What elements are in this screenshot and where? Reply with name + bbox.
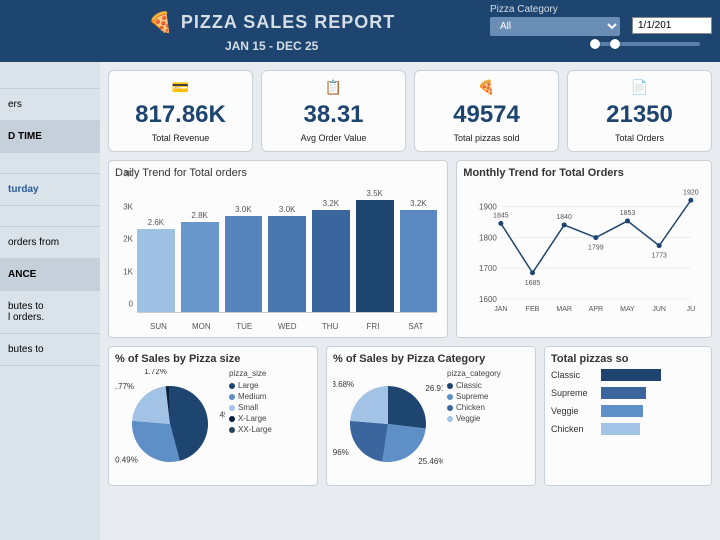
svg-text:26.91%: 26.91% — [425, 384, 443, 393]
kpi-row: 💳 817.86K Total Revenue📋 38.31 Avg Order… — [108, 70, 712, 152]
pie-size-chart: % of Sales by Pizza size 45.89% 30.49% 21.… — [108, 346, 318, 486]
chart-title: Daily Trend for Total orders — [115, 167, 441, 179]
svg-text:1900: 1900 — [479, 202, 497, 211]
kpi-label: Total pizzas sold — [453, 133, 519, 143]
kpi-card: 📄 21350 Total Orders — [567, 70, 712, 152]
svg-text:MAR: MAR — [557, 306, 573, 313]
svg-text:1800: 1800 — [479, 233, 497, 242]
kpi-value: 38.31 — [303, 101, 363, 129]
kpi-value: 817.86K — [135, 101, 226, 129]
sidebar-item[interactable]: D TIME — [0, 121, 100, 153]
svg-text:1700: 1700 — [479, 264, 497, 273]
sidebar-item[interactable]: turday — [0, 174, 100, 206]
svg-text:45.89%: 45.89% — [220, 411, 225, 420]
kpi-card: 📋 38.31 Avg Order Value — [261, 70, 406, 152]
chart-title: % of Sales by Pizza Category — [333, 353, 529, 365]
date-filter-label — [632, 4, 712, 15]
svg-text:25.46%: 25.46% — [418, 457, 443, 466]
svg-text:1920: 1920 — [683, 189, 699, 196]
date-slider[interactable] — [590, 42, 700, 46]
kpi-label: Total Revenue — [152, 133, 210, 143]
category-filter-select[interactable]: All — [490, 17, 620, 36]
sidebar-item[interactable]: orders from — [0, 227, 100, 259]
date-filter-input[interactable] — [632, 17, 712, 34]
svg-text:1840: 1840 — [557, 214, 573, 221]
svg-text:1799: 1799 — [588, 245, 604, 252]
sidebar-item[interactable]: butes to l orders. — [0, 291, 100, 334]
filters: Pizza Category All — [490, 4, 712, 36]
kpi-icon: 💳 — [172, 79, 189, 97]
category-filter-label: Pizza Category — [490, 4, 620, 15]
sidebar: ersD TIME turday orders fromANCEbutes to l… — [0, 62, 100, 540]
svg-text:MAY: MAY — [620, 306, 635, 313]
kpi-label: Total Orders — [615, 133, 664, 143]
svg-text:1773: 1773 — [652, 253, 668, 260]
sidebar-item[interactable]: ers — [0, 89, 100, 121]
date-range: JAN 15 - DEC 25 — [225, 39, 318, 53]
chart-title: Monthly Trend for Total Orders — [463, 167, 705, 179]
daily-bar-chart: Daily Trend for Total orders 01K2K3K4K2.… — [108, 160, 448, 338]
svg-text:JU: JU — [687, 306, 696, 313]
svg-text:1600: 1600 — [479, 295, 497, 304]
kpi-value: 21350 — [606, 101, 673, 129]
svg-text:1.72%: 1.72% — [144, 369, 167, 376]
chart-title: % of Sales by Pizza size — [115, 353, 311, 365]
monthly-line-chart: Monthly Trend for Total Orders 1600 1700 1… — [456, 160, 712, 338]
kpi-icon: 📄 — [631, 79, 648, 97]
svg-text:1845: 1845 — [493, 212, 509, 219]
sidebar-item[interactable]: ANCE — [0, 259, 100, 291]
pizza-icon: 🍕 — [148, 10, 173, 35]
kpi-card: 💳 817.86K Total Revenue — [108, 70, 253, 152]
svg-text:21.77%: 21.77% — [115, 382, 134, 391]
pie-category-chart: % of Sales by Pizza Category 26.91% 25.46… — [326, 346, 536, 486]
svg-text:JUN: JUN — [653, 306, 667, 313]
kpi-icon: 📋 — [325, 79, 342, 97]
chart-title: Total pizzas so — [551, 353, 705, 365]
svg-text:FEB: FEB — [526, 306, 540, 313]
svg-text:1853: 1853 — [620, 210, 636, 217]
svg-text:23.68%: 23.68% — [333, 380, 354, 389]
svg-text:1685: 1685 — [525, 280, 541, 287]
hbar-chart: Total pizzas so ClassicSupremeVeggieChic… — [544, 346, 712, 486]
svg-text:23.96%: 23.96% — [333, 448, 349, 457]
svg-text:JAN: JAN — [495, 306, 508, 313]
title-area: 🍕 PIZZA SALES REPORT JAN 15 - DEC 25 — [148, 10, 395, 53]
kpi-card: 🍕 49574 Total pizzas sold — [414, 70, 559, 152]
svg-text:30.49%: 30.49% — [115, 455, 138, 464]
header: 🍕 PIZZA SALES REPORT JAN 15 - DEC 25 Piz… — [0, 0, 720, 62]
slider-thumb-start[interactable] — [590, 39, 600, 49]
sidebar-item[interactable] — [0, 206, 100, 227]
page-title: PIZZA SALES REPORT — [181, 12, 395, 33]
kpi-value: 49574 — [453, 101, 520, 129]
svg-text:APR: APR — [589, 306, 603, 313]
kpi-label: Avg Order Value — [301, 133, 367, 143]
sidebar-item[interactable] — [0, 68, 100, 89]
kpi-icon: 🍕 — [478, 79, 495, 97]
slider-thumb-end[interactable] — [610, 39, 620, 49]
sidebar-item[interactable]: butes to — [0, 334, 100, 366]
sidebar-item[interactable] — [0, 153, 100, 174]
